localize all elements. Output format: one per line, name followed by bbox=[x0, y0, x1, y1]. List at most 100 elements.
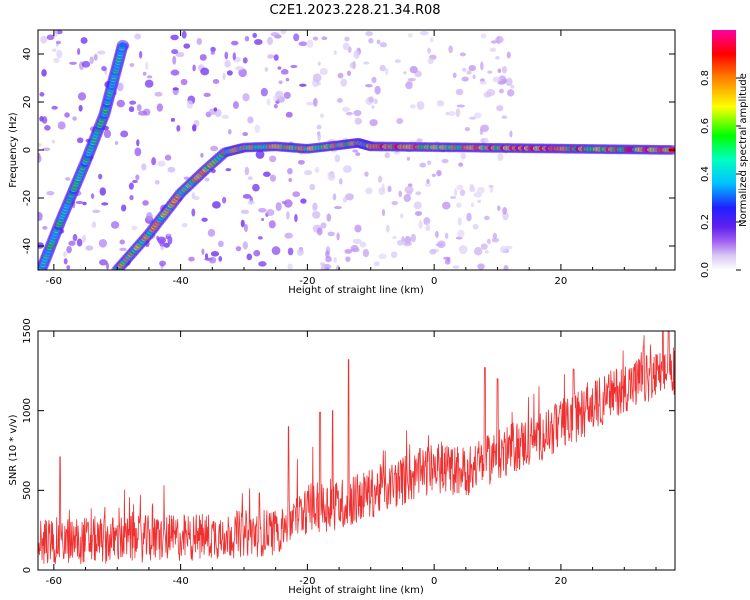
heatmap-speckle bbox=[373, 261, 380, 267]
heatmap-speckle bbox=[64, 112, 70, 118]
heatmap-speckle bbox=[145, 61, 149, 70]
heatmap-speckle bbox=[89, 56, 94, 64]
heatmap-speckle bbox=[461, 76, 469, 82]
heatmap-speckle bbox=[436, 169, 442, 177]
heatmap-speckle bbox=[132, 179, 138, 184]
heatmap-speckle bbox=[201, 248, 205, 256]
heatmap-speckle bbox=[480, 137, 489, 144]
heatmap-speckle bbox=[167, 235, 173, 245]
heatmap-speckle bbox=[399, 213, 404, 219]
heatmap-speckle bbox=[164, 154, 172, 161]
heatmap-speckle bbox=[407, 33, 413, 38]
heatmap-speckle bbox=[497, 68, 502, 74]
heatmap-speckle bbox=[203, 92, 211, 98]
heatmap-speckle bbox=[68, 240, 76, 246]
heatmap-speckle bbox=[472, 223, 479, 230]
heatmap-speckle bbox=[379, 42, 387, 48]
heatmap-speckle bbox=[93, 53, 98, 61]
heatmap-speckle bbox=[435, 230, 439, 238]
spectrogram-ytick-label: -40 bbox=[22, 238, 33, 254]
heatmap-speckle bbox=[99, 259, 108, 266]
heatmap-speckle bbox=[447, 110, 456, 116]
colorbar-tick-label: 0.0 bbox=[700, 262, 711, 278]
heatmap-speckle bbox=[284, 232, 293, 239]
heatmap-speckle bbox=[436, 101, 445, 107]
heatmap-speckle bbox=[159, 239, 165, 247]
heatmap-speckle bbox=[506, 51, 511, 59]
heatmap-speckle bbox=[355, 152, 361, 157]
colorbar-tick-label: 0.8 bbox=[700, 70, 711, 86]
heatmap-speckle bbox=[224, 51, 229, 60]
heatmap-speckle bbox=[66, 245, 72, 254]
heatmap-speckle bbox=[479, 128, 484, 135]
heatmap-speckle bbox=[288, 178, 292, 182]
heatmap-speckle bbox=[426, 178, 430, 184]
heatmap-speckle bbox=[298, 41, 308, 47]
heatmap-speckle bbox=[98, 239, 108, 248]
heatmap-speckle bbox=[287, 167, 293, 175]
heatmap-speckle bbox=[156, 103, 164, 112]
heatmap-speckle bbox=[192, 64, 196, 72]
heatmap-speckle bbox=[409, 65, 418, 74]
heatmap-speckle bbox=[252, 183, 260, 192]
heatmap-speckle bbox=[492, 76, 501, 83]
heatmap-speckle bbox=[497, 153, 504, 162]
heatmap-speckle bbox=[271, 246, 281, 255]
heatmap-speckle bbox=[314, 166, 320, 173]
heatmap-speckle bbox=[266, 36, 274, 46]
heatmap-speckle bbox=[319, 113, 325, 118]
heatmap-speckle bbox=[470, 202, 475, 208]
heatmap-speckle bbox=[477, 263, 485, 270]
heatmap-speckle bbox=[242, 194, 252, 199]
heatmap-speckle bbox=[120, 130, 129, 138]
heatmap-speckle bbox=[290, 64, 298, 69]
heatmap-speckle bbox=[285, 77, 290, 82]
heatmap-speckle bbox=[509, 130, 513, 138]
heatmap-speckle bbox=[42, 147, 51, 151]
snr-xtick-label: -60 bbox=[46, 576, 62, 587]
heatmap-speckle bbox=[278, 80, 283, 85]
heatmap-speckle bbox=[144, 79, 154, 88]
heatmap-speckle bbox=[415, 191, 422, 196]
heatmap-speckle bbox=[69, 61, 77, 65]
heatmap-speckle bbox=[170, 34, 179, 41]
heatmap-speckle bbox=[232, 101, 239, 109]
heatmap-speckle bbox=[486, 238, 491, 245]
heatmap-speckle bbox=[247, 116, 254, 124]
heatmap-speckle bbox=[136, 104, 142, 112]
heatmap-speckle bbox=[306, 39, 314, 48]
heatmap-speckle bbox=[456, 202, 462, 208]
heatmap-speckle bbox=[352, 238, 362, 245]
heatmap-speckle bbox=[159, 260, 166, 267]
heatmap-speckle bbox=[448, 45, 453, 54]
heatmap-speckle bbox=[502, 207, 508, 215]
heatmap-speckle bbox=[505, 77, 513, 87]
heatmap-speckle bbox=[333, 205, 342, 210]
spectrogram-ytick-label: 0 bbox=[22, 147, 33, 153]
heatmap-speckle bbox=[101, 65, 107, 72]
colorbar-tick-label: 0.6 bbox=[700, 118, 711, 134]
heatmap-speckle bbox=[66, 265, 71, 270]
heatmap-speckle bbox=[384, 152, 390, 159]
heatmap-speckle bbox=[427, 47, 431, 54]
heatmap-speckle bbox=[319, 67, 328, 76]
heatmap-speckle bbox=[142, 71, 147, 76]
heatmap-speckle bbox=[378, 253, 387, 260]
heatmap-speckle bbox=[82, 201, 87, 206]
heatmap-speckle bbox=[316, 81, 321, 86]
heatmap-speckle bbox=[72, 233, 78, 242]
heatmap-speckle bbox=[262, 171, 271, 177]
heatmap-speckle bbox=[497, 80, 506, 85]
snr-ticks: -60 -40 -20 0 20 0 500 1000 1500 bbox=[22, 318, 675, 587]
heatmap-speckle bbox=[129, 194, 134, 201]
heatmap-speckle bbox=[170, 117, 175, 122]
heatmap-speckle bbox=[490, 40, 498, 44]
heatmap-speckle bbox=[340, 78, 348, 87]
heatmap-speckle bbox=[242, 241, 249, 250]
heatmap-speckle bbox=[167, 166, 176, 173]
heatmap-speckle bbox=[402, 241, 412, 247]
heatmap-speckle bbox=[444, 232, 449, 239]
heatmap-speckle bbox=[405, 81, 413, 90]
heatmap-speckle bbox=[116, 99, 125, 108]
figure-title: C2E1.2023.228.21.34.R08 bbox=[269, 3, 440, 18]
